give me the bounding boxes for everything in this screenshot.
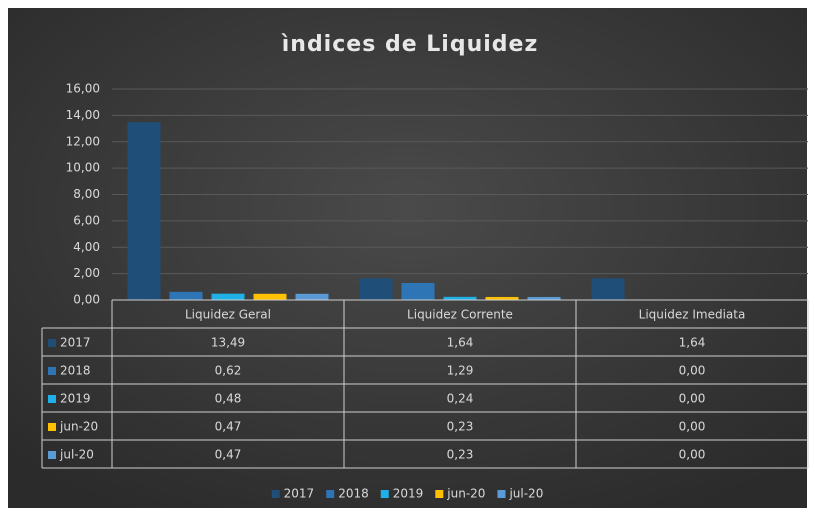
y-tick-label: 14,00 <box>66 108 100 122</box>
y-tick-label: 12,00 <box>66 134 100 148</box>
table-row-label: 2019 <box>60 392 91 406</box>
legend-label: 2019 <box>393 487 424 501</box>
bar <box>443 296 477 300</box>
table-cell: 0,00 <box>679 420 706 434</box>
table-row-label: jul-20 <box>59 448 94 462</box>
bar <box>127 122 161 301</box>
table-row-label: 2018 <box>60 364 91 378</box>
legend-key <box>497 490 506 498</box>
table-cell: 0,23 <box>447 420 474 434</box>
legend-label: jul-20 <box>508 487 543 501</box>
bar <box>253 293 287 300</box>
bar <box>591 278 625 300</box>
x-tick-label: Liquidez Imediata <box>639 308 746 322</box>
y-tick-label: 8,00 <box>73 187 100 201</box>
table-cell: 0,00 <box>679 392 706 406</box>
legend-label: 2018 <box>338 487 369 501</box>
legend-key <box>48 367 56 375</box>
table-cell: 1,64 <box>679 336 706 350</box>
y-tick-label: 2,00 <box>73 266 100 280</box>
x-tick-label: Liquidez Geral <box>185 308 271 322</box>
legend-key <box>48 339 56 347</box>
bar <box>485 296 519 300</box>
table-cell: 1,64 <box>447 336 474 350</box>
table-cell: 0,00 <box>679 364 706 378</box>
table-cell: 0,47 <box>215 420 242 434</box>
table-cell: 13,49 <box>211 336 245 350</box>
legend-label: jun-20 <box>446 487 485 501</box>
chart-title: ìndices de Liquidez <box>281 32 539 57</box>
legend-key <box>48 395 56 403</box>
legend-key <box>380 490 389 498</box>
legend-key <box>435 490 444 498</box>
y-tick-label: 4,00 <box>73 240 100 254</box>
bar <box>527 296 561 300</box>
table-cell: 0,00 <box>679 448 706 462</box>
table-row-label: 2017 <box>60 336 91 350</box>
table-cell: 1,29 <box>447 364 474 378</box>
bar <box>169 291 203 300</box>
table-cell: 0,23 <box>447 448 474 462</box>
legend-key <box>271 490 280 498</box>
legend-label: 2017 <box>284 487 315 501</box>
y-tick-label: 0,00 <box>73 293 100 307</box>
legend-key <box>326 490 335 498</box>
bar <box>211 293 245 300</box>
table-row-label: jun-20 <box>59 420 98 434</box>
table-cell: 0,47 <box>215 448 242 462</box>
x-tick-label: Liquidez Corrente <box>407 308 513 322</box>
table-cell: 0,62 <box>215 364 242 378</box>
bar <box>359 278 393 300</box>
y-tick-label: 16,00 <box>66 82 100 96</box>
table-cell: 0,48 <box>215 392 242 406</box>
legend-key <box>48 423 56 431</box>
legend-key <box>48 451 56 459</box>
bar <box>295 293 329 300</box>
table-cell: 0,24 <box>447 392 474 406</box>
bar <box>401 282 435 300</box>
y-tick-label: 6,00 <box>73 213 100 227</box>
y-tick-label: 10,00 <box>66 161 100 175</box>
